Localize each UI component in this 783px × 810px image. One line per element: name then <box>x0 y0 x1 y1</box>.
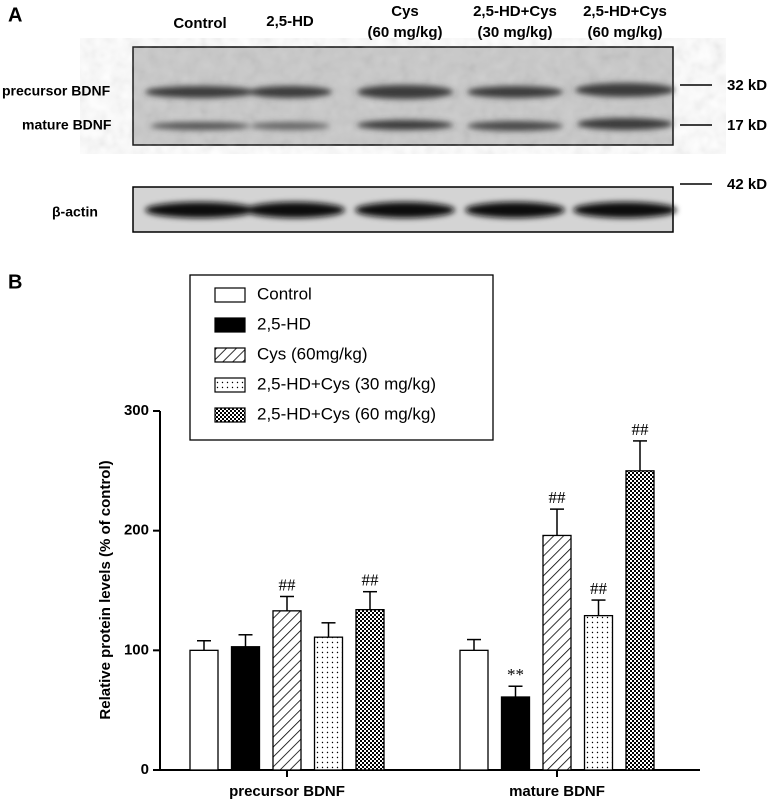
legend-swatch <box>214 407 246 423</box>
row-label: mature BDNF <box>22 117 112 133</box>
significance-label: ## <box>549 488 567 507</box>
blot-bdnf <box>132 46 675 146</box>
significance-label: ** <box>507 665 524 684</box>
legend-label: 2,5-HD <box>257 314 311 333</box>
lane-label: Cys <box>391 3 419 20</box>
significance-label: ## <box>279 575 297 594</box>
panel-label: B <box>8 271 22 293</box>
bar <box>583 614 614 771</box>
significance-label: ## <box>362 571 380 590</box>
bar <box>313 636 344 771</box>
marker-label: 32 kD <box>727 77 767 94</box>
bar <box>355 608 385 771</box>
y-tick-label: 300 <box>124 402 149 419</box>
legend-label: 2,5-HD+Cys (60 mg/kg) <box>257 404 436 423</box>
bar <box>230 646 261 771</box>
legend-swatch <box>214 287 246 303</box>
y-tick-label: 200 <box>124 522 149 539</box>
bar <box>500 696 531 771</box>
x-tick-label: precursor BDNF <box>229 783 345 800</box>
row-label: precursor BDNF <box>2 83 111 99</box>
lane-label: (60 mg/kg) <box>587 24 662 41</box>
lane-label: 2,5-HD+Cys <box>473 3 557 20</box>
bar <box>625 470 655 771</box>
marker-label: 42 kD <box>727 176 767 193</box>
legend-label: 2,5-HD+Cys (30 mg/kg) <box>257 374 436 393</box>
y-tick-label: 0 <box>141 761 149 778</box>
marker-labels: 32 kD 17 kD 42 kD <box>727 77 767 193</box>
lane-label: (30 mg/kg) <box>477 24 552 41</box>
lane-label: 2,5-HD+Cys <box>583 3 667 20</box>
lane-label: (60 mg/kg) <box>367 24 442 41</box>
significance-label: ## <box>632 420 650 439</box>
lane-headers: Control 2,5-HD Cys (60 mg/kg) 2,5-HD+Cys… <box>173 3 667 41</box>
y-axis-label: Relative protein levels (% of control) <box>97 460 114 719</box>
lane-label: Control <box>173 15 226 32</box>
panel-label: A <box>8 4 22 26</box>
bar <box>459 649 489 771</box>
lane-label: 2,5-HD <box>266 13 314 30</box>
marker-lines <box>680 84 712 185</box>
marker-label: 17 kD <box>727 117 767 134</box>
legend-swatch <box>214 347 246 363</box>
legend-label: Cys (60mg/kg) <box>257 344 368 363</box>
significance-label: ## <box>590 579 608 598</box>
blot-actin <box>132 186 677 233</box>
bar <box>272 610 302 771</box>
row-label: β-actin <box>52 204 98 220</box>
legend-swatch <box>214 317 246 333</box>
bar <box>542 534 572 771</box>
bar <box>189 649 219 771</box>
legend-label: Control <box>257 284 312 303</box>
row-labels: precursor BDNF mature BDNF β-actin <box>2 83 112 220</box>
x-tick-label: mature BDNF <box>509 783 605 800</box>
y-tick-label: 100 <box>124 641 149 658</box>
bar-chart: 0 100 200 300 precursor BDNF ## ## mature BDNF *… <box>124 274 700 800</box>
legend-swatch <box>214 377 246 393</box>
